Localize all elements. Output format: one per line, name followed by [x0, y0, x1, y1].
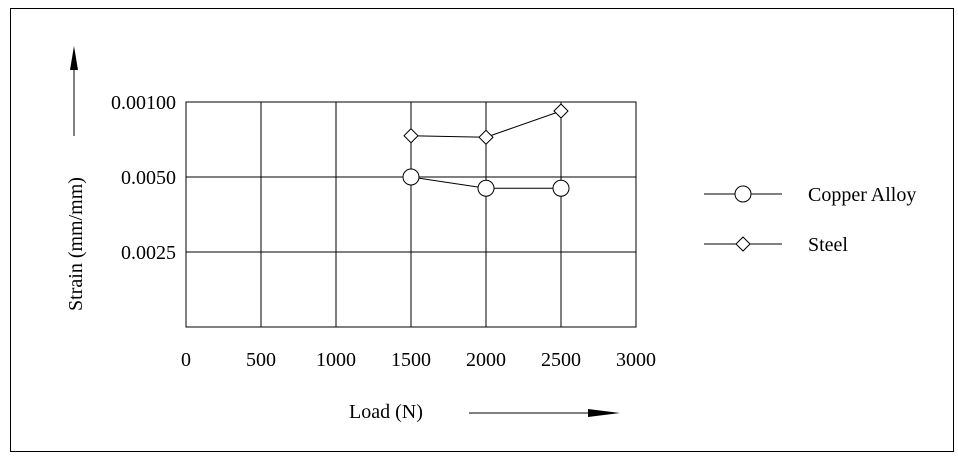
- copper-alloy-data-point: [552, 179, 570, 197]
- y-tick-label: 0.0025: [121, 242, 176, 264]
- copper-alloy-data-point: [402, 168, 420, 186]
- steel-data-point: [478, 129, 494, 145]
- x-axis-arrow-head: [588, 409, 620, 417]
- x-tick-label: 2000: [466, 349, 506, 371]
- steel-data-point: [403, 128, 419, 144]
- x-tick-label: 1500: [391, 349, 431, 371]
- y-axis-label: Strain (mm/mm): [65, 177, 87, 311]
- y-tick-label: 0.0050: [121, 167, 176, 189]
- legend-label-steel: Steel: [808, 234, 848, 256]
- y-tick-labels: 0.00100 0.0050 0.0025: [111, 92, 176, 264]
- y-axis-arrow-head: [70, 46, 78, 70]
- x-tick-label: 1000: [316, 349, 356, 371]
- steel-data-point: [553, 103, 569, 119]
- x-tick-labels: 0 500 1000 1500 2000 2500 3000: [181, 349, 656, 371]
- legend-label-copper-alloy: Copper Alloy: [808, 184, 916, 206]
- y-tick-label: 0.00100: [111, 92, 176, 114]
- legend-marker-steel: [735, 236, 751, 252]
- x-tick-label: 500: [246, 349, 276, 371]
- x-tick-label: 3000: [616, 349, 656, 371]
- legend-marker-copper-alloy: [734, 185, 752, 203]
- x-tick-label: 2500: [541, 349, 581, 371]
- x-tick-label: 0: [181, 349, 191, 371]
- series-group: [402, 103, 570, 197]
- copper-alloy-data-point: [477, 179, 495, 197]
- x-axis-label: Load (N): [349, 401, 423, 423]
- chart-frame: [10, 8, 954, 452]
- legend: Copper Alloy Steel: [704, 184, 916, 256]
